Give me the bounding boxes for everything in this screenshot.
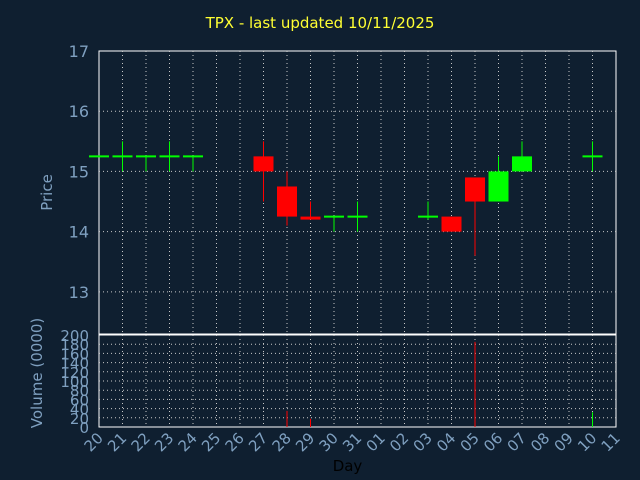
day-tick-label: 05 bbox=[457, 429, 483, 455]
day-tick-label: 04 bbox=[433, 429, 459, 455]
volume-tick-label: 20 bbox=[70, 410, 89, 428]
chart-title: TPX - last updated 10/11/2025 bbox=[205, 14, 435, 32]
day-tick-label: 03 bbox=[410, 429, 436, 455]
candle-body bbox=[441, 216, 462, 232]
day-tick-label: 30 bbox=[316, 429, 342, 455]
day-tick-label: 08 bbox=[527, 429, 553, 455]
volume-tick-label: 80 bbox=[70, 382, 89, 400]
candle-body bbox=[488, 171, 509, 202]
volume-tick-label: 180 bbox=[60, 336, 89, 354]
day-tick-label: 27 bbox=[245, 429, 271, 455]
candle-body bbox=[253, 156, 274, 172]
volume-tick-label: 0 bbox=[79, 419, 89, 437]
x-axis-label: Day bbox=[333, 457, 363, 475]
day-tick-label: 28 bbox=[269, 429, 295, 455]
price-tick-label: 14 bbox=[69, 223, 89, 242]
day-tick-label: 01 bbox=[363, 429, 389, 455]
day-tick-label: 29 bbox=[292, 429, 318, 455]
day-tick-label: 21 bbox=[104, 429, 130, 455]
day-tick-label: 07 bbox=[504, 429, 530, 455]
volume-panel-frame bbox=[98, 334, 617, 428]
day-tick-label: 25 bbox=[198, 429, 224, 455]
volume-tick-label: 140 bbox=[60, 355, 89, 373]
price-tick-label: 16 bbox=[69, 102, 89, 121]
day-tick-label: 02 bbox=[386, 429, 412, 455]
volume-tick-label: 200 bbox=[60, 327, 89, 345]
candle-body bbox=[512, 156, 532, 172]
volume-tick-label: 60 bbox=[70, 391, 89, 409]
volume-axis-label: Volume (0000) bbox=[28, 318, 46, 428]
price-tick-label: 15 bbox=[69, 162, 89, 181]
day-tick-label: 23 bbox=[151, 429, 177, 455]
day-tick-label: 24 bbox=[175, 429, 201, 455]
volume-tick-label: 160 bbox=[60, 345, 89, 363]
volume-tick-label: 100 bbox=[60, 373, 89, 391]
day-tick-label: 31 bbox=[339, 429, 365, 455]
price-tick-label: 13 bbox=[69, 283, 89, 302]
volume-tick-label: 40 bbox=[70, 401, 89, 419]
candle-body bbox=[277, 186, 297, 217]
candle-body bbox=[465, 177, 485, 202]
day-tick-label: 22 bbox=[128, 429, 154, 455]
day-tick-label: 09 bbox=[551, 429, 577, 455]
day-tick-label: 26 bbox=[222, 429, 248, 455]
day-tick-label: 06 bbox=[480, 429, 506, 455]
price-tick-label: 17 bbox=[69, 42, 89, 61]
day-tick-label: 11 bbox=[598, 429, 624, 455]
price-axis-label: Price bbox=[38, 174, 56, 211]
candle-body bbox=[300, 216, 321, 220]
volume-tick-label: 120 bbox=[60, 364, 89, 382]
day-tick-label: 10 bbox=[574, 429, 600, 455]
